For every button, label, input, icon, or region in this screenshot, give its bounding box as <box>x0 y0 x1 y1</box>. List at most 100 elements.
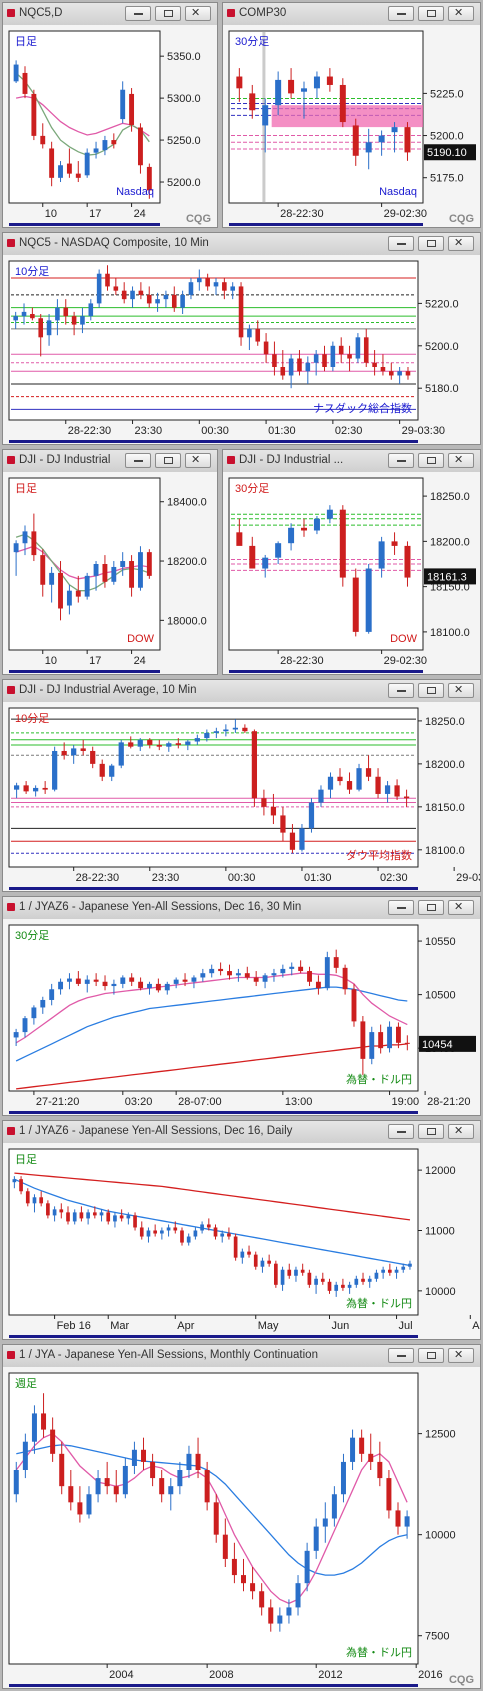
time-scrollbar[interactable] <box>9 887 418 890</box>
chart-window-w3[interactable]: NQC5 - NASDAQ Composite, 10 Min ✕ 5180.0 52… <box>2 232 481 445</box>
title-bar[interactable]: 1 / JYA - Japanese Yen-All Sessions, Mon… <box>3 1345 480 1368</box>
maximize-button[interactable] <box>418 453 444 468</box>
candle-body <box>272 354 277 367</box>
candle-body <box>146 294 152 304</box>
maximize-icon <box>427 240 436 247</box>
candle-body <box>240 1251 245 1258</box>
minimize-button[interactable] <box>388 1124 414 1139</box>
candle-body <box>180 1230 184 1243</box>
title-bar[interactable]: DJI - DJ Industrial Average, 10 Min ✕ <box>3 680 480 703</box>
candle-body <box>247 328 252 338</box>
close-button[interactable]: ✕ <box>448 683 474 698</box>
chart-window-w9[interactable]: 1 / JYA - Japanese Yen-All Sessions, Mon… <box>2 1344 481 1689</box>
minimize-button[interactable] <box>388 236 414 251</box>
chart-window-w1[interactable]: NQC5,D ✕ 5200.0 5250.0 5300.0 5350.0 10 17 24 日足 N… <box>2 2 218 228</box>
chart-svg[interactable]: 5200.0 5250.0 5300.0 5350.0 10 17 24 日足 Nasdaq CQ… <box>3 25 217 227</box>
close-button[interactable]: ✕ <box>185 453 211 468</box>
instrument-label: Nasdaq <box>379 186 417 198</box>
candle-body <box>378 135 385 143</box>
chart-svg[interactable]: 18100.0 18150.0 18200.0 18250.0 18161.3 28-22… <box>223 472 480 674</box>
minimize-button[interactable] <box>388 453 414 468</box>
x-tick-label: 24 <box>134 655 146 667</box>
minimize-button[interactable] <box>125 6 151 21</box>
title-bar[interactable]: DJI - DJ Industrial ... ✕ <box>223 450 480 473</box>
plot-area[interactable] <box>8 924 419 1092</box>
candle-body <box>232 727 238 730</box>
minimize-button[interactable] <box>388 683 414 698</box>
time-scrollbar[interactable] <box>9 670 160 673</box>
chart-window-w7[interactable]: 1 / JYAZ6 - Japanese Yen-All Sessions, D… <box>2 896 481 1116</box>
maximize-button[interactable] <box>418 1124 444 1139</box>
close-button[interactable]: ✕ <box>448 1124 474 1139</box>
candle-body <box>163 294 169 300</box>
chart-svg[interactable]: 18100.0 18150.0 18200.0 18250.0 28-22:30 23:3… <box>3 702 480 891</box>
maximize-button[interactable] <box>418 683 444 698</box>
y-tick-label: 18250.0 <box>425 716 465 728</box>
y-tick-label: 5200.0 <box>430 131 464 143</box>
maximize-button[interactable] <box>155 453 181 468</box>
maximize-button[interactable] <box>418 6 444 21</box>
maximize-button[interactable] <box>155 6 181 21</box>
plot-area[interactable] <box>8 260 419 421</box>
time-scrollbar[interactable] <box>9 1684 418 1687</box>
y-tick-label: 18150.0 <box>430 582 470 594</box>
candle-body <box>194 738 200 742</box>
chart-window-w4[interactable]: DJI - DJ Industrial ✕ 18000.0 18200.0 18400.… <box>2 449 218 675</box>
candle-body <box>262 975 268 982</box>
time-scrollbar[interactable] <box>9 1111 418 1114</box>
chart-svg[interactable]: 5180.0 5200.0 5220.0 28-22:30 23:30 00:30 01:3… <box>3 255 480 444</box>
candle-body <box>61 750 67 756</box>
candle-body <box>337 776 343 782</box>
chart-window-w8[interactable]: 1 / JYAZ6 - Japanese Yen-All Sessions, D… <box>2 1120 481 1340</box>
maximize-button[interactable] <box>418 1348 444 1363</box>
time-scrollbar[interactable] <box>229 223 423 226</box>
time-scrollbar[interactable] <box>9 223 160 226</box>
candle-body <box>262 105 269 126</box>
candle-body <box>80 316 85 325</box>
y-tick-label: 18100.0 <box>430 627 470 639</box>
minimize-button[interactable] <box>388 900 414 915</box>
candle-body <box>39 1197 44 1204</box>
close-button[interactable]: ✕ <box>448 1348 474 1363</box>
chart-window-w6[interactable]: DJI - DJ Industrial Average, 10 Min ✕ 1810… <box>2 679 481 892</box>
instrument-label: 為替・ドル円 <box>346 1296 412 1310</box>
time-scrollbar[interactable] <box>9 440 418 443</box>
chart-window-w5[interactable]: DJI - DJ Industrial ... ✕ 18100.0 18150.0 18… <box>222 449 481 675</box>
candle-body <box>164 983 170 991</box>
maximize-button[interactable] <box>418 900 444 915</box>
title-bar[interactable]: NQC5,D ✕ <box>3 3 217 26</box>
close-button[interactable]: ✕ <box>185 6 211 21</box>
chart-svg[interactable]: 1045010500105501045427-21:2003:2028-07:0… <box>3 919 480 1115</box>
candle-body <box>236 76 243 89</box>
minimize-button[interactable] <box>388 1348 414 1363</box>
close-button[interactable]: ✕ <box>448 900 474 915</box>
y-tick-label: 12500 <box>425 1429 456 1441</box>
candle-body <box>249 93 256 111</box>
plot-area[interactable] <box>8 1372 419 1665</box>
close-button[interactable]: ✕ <box>448 6 474 21</box>
title-bar[interactable]: COMP30 ✕ <box>223 3 480 26</box>
close-button[interactable]: ✕ <box>448 453 474 468</box>
title-bar[interactable]: DJI - DJ Industrial ✕ <box>3 450 217 473</box>
candle-body <box>387 1269 392 1273</box>
minimize-button[interactable] <box>125 453 151 468</box>
time-scrollbar[interactable] <box>229 670 423 673</box>
last-price-label: 10454 <box>422 1039 453 1051</box>
title-bar[interactable]: 1 / JYAZ6 - Japanese Yen-All Sessions, D… <box>3 1121 480 1144</box>
chart-svg[interactable]: 5175.0 5200.0 5225.0 5190.10 28-22:30 29-02:3… <box>223 25 480 227</box>
maximize-button[interactable] <box>418 236 444 251</box>
title-bar[interactable]: NQC5 - NASDAQ Composite, 10 Min ✕ <box>3 233 480 256</box>
candle-body <box>95 1478 101 1495</box>
minimize-button[interactable] <box>388 6 414 21</box>
plot-area[interactable] <box>8 477 161 651</box>
time-scrollbar[interactable] <box>9 1335 418 1338</box>
candle-body <box>231 1558 237 1576</box>
title-bar[interactable]: 1 / JYAZ6 - Japanese Yen-All Sessions, D… <box>3 897 480 920</box>
plot-area[interactable] <box>8 1148 419 1316</box>
y-tick-label: 5300.0 <box>167 93 201 105</box>
chart-window-w2[interactable]: COMP30 ✕ 5175.0 5200.0 5225.0 5190.10 28-22:30… <box>222 2 481 228</box>
chart-svg[interactable]: 18000.0 18200.0 18400.0 10 17 24 日足 DOW <box>3 472 217 674</box>
close-button[interactable]: ✕ <box>448 236 474 251</box>
